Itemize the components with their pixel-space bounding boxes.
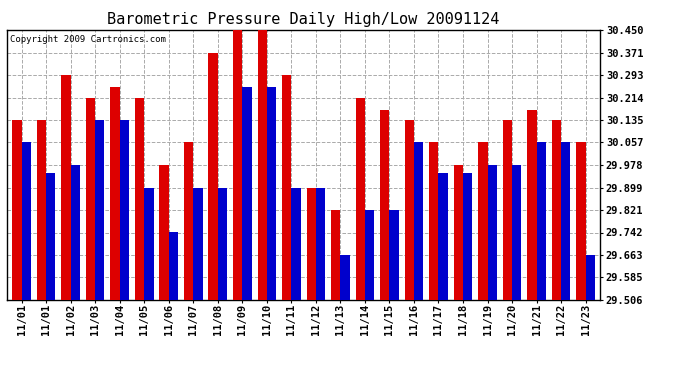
Bar	[70, 165, 80, 300]
Bar	[184, 142, 193, 300]
Bar	[135, 98, 144, 300]
Text: Copyright 2009 Cartronics.com: Copyright 2009 Cartronics.com	[10, 35, 166, 44]
Bar	[561, 142, 571, 300]
Bar	[169, 232, 178, 300]
Bar	[389, 210, 399, 300]
Bar	[552, 120, 561, 300]
Bar	[306, 188, 316, 300]
Bar	[21, 142, 31, 300]
Bar	[12, 120, 21, 300]
Bar	[527, 110, 537, 300]
Bar	[576, 142, 586, 300]
Bar	[95, 120, 104, 300]
Bar	[119, 120, 129, 300]
Bar	[218, 188, 227, 300]
Bar	[340, 255, 350, 300]
Bar	[537, 142, 546, 300]
Bar	[257, 30, 267, 300]
Bar	[61, 75, 70, 300]
Bar	[282, 75, 291, 300]
Bar	[478, 142, 488, 300]
Bar	[267, 87, 276, 300]
Bar	[233, 30, 242, 300]
Bar	[355, 98, 365, 300]
Bar	[208, 53, 218, 300]
Bar	[404, 120, 414, 300]
Title: Barometric Pressure Daily High/Low 20091124: Barometric Pressure Daily High/Low 20091…	[108, 12, 500, 27]
Bar	[110, 87, 119, 300]
Bar	[586, 255, 595, 300]
Bar	[291, 188, 301, 300]
Bar	[453, 165, 463, 300]
Bar	[331, 210, 340, 300]
Bar	[463, 173, 472, 300]
Bar	[46, 173, 55, 300]
Bar	[503, 120, 512, 300]
Bar	[365, 210, 374, 300]
Bar	[159, 165, 169, 300]
Bar	[86, 98, 95, 300]
Bar	[144, 188, 154, 300]
Bar	[488, 165, 497, 300]
Bar	[429, 142, 438, 300]
Bar	[380, 110, 389, 300]
Bar	[316, 188, 325, 300]
Bar	[242, 87, 252, 300]
Bar	[193, 188, 203, 300]
Bar	[37, 120, 46, 300]
Bar	[438, 173, 448, 300]
Bar	[512, 165, 522, 300]
Bar	[414, 142, 423, 300]
